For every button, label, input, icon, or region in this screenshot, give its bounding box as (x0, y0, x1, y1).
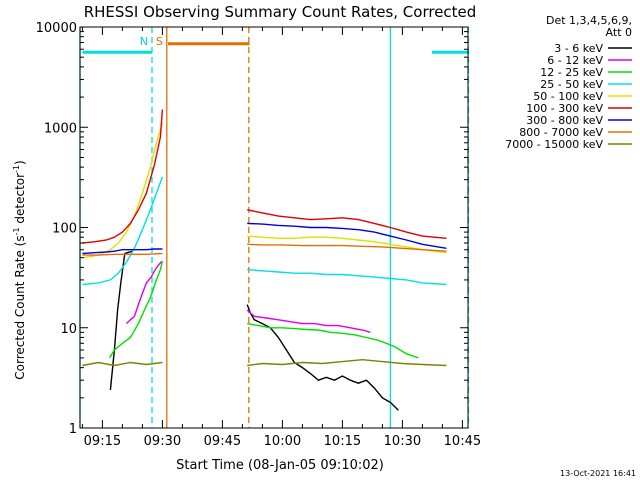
legend-label-6: 300 - 800 keV (526, 114, 603, 127)
y-tick-label-4: 10000 (36, 21, 77, 36)
flag-label-s: S (156, 35, 163, 48)
x-tick-label-5: 10:30 (384, 434, 421, 449)
x-tick-label-1: 09:30 (144, 434, 181, 449)
y-tick-label-0: 1 (69, 422, 77, 437)
y-tick-label-1: 10 (60, 322, 77, 337)
series-line-8 (82, 358, 447, 367)
legend-header-0: Det 1,3,4,5,6,9, (546, 14, 632, 27)
x-tick-label-0: 09:15 (84, 434, 121, 449)
legend-label-4: 50 - 100 keV (533, 90, 603, 103)
x-tick-label-3: 10:00 (264, 434, 301, 449)
legend-label-3: 25 - 50 keV (540, 78, 603, 91)
footer-timestamp: 13-Oct-2021 16:41 (560, 469, 636, 478)
x-tick-label-6: 10:45 (444, 434, 481, 449)
y-tick-label-3: 1000 (44, 121, 77, 136)
series-line-4 (82, 122, 447, 259)
series-line-3 (82, 176, 447, 286)
series-line-7 (82, 243, 447, 256)
x-tick-label-2: 09:45 (204, 434, 241, 449)
legend-label-2: 12 - 25 keV (540, 66, 603, 79)
legend-label-0: 3 - 6 keV (554, 42, 603, 55)
flag-label-n: N (140, 35, 148, 48)
legend-header-1: Att 0 (606, 26, 632, 39)
x-axis-label: Start Time (08-Jan-05 09:10:02) (176, 458, 384, 473)
series-line-5 (82, 109, 447, 244)
legend-label-1: 6 - 12 keV (547, 54, 603, 67)
y-axis-label: Corrected Count Rate (s-1 detector-1) (12, 160, 27, 379)
series-line-6 (82, 222, 447, 255)
plot-frame (79, 26, 469, 429)
chart-title: RHESSI Observing Summary Count Rates, Co… (84, 3, 477, 21)
legend-label-7: 800 - 7000 keV (519, 126, 603, 139)
y-tick-label-2: 100 (52, 222, 77, 237)
legend-label-8: 7000 - 15000 keV (505, 138, 603, 151)
x-tick-label-4: 10:15 (324, 434, 361, 449)
axes-layer: 1 10 100 1000 10000 09:15 09:30 09:45 10:00 10:15… (36, 21, 481, 449)
legend-label-5: 100 - 300 keV (526, 102, 603, 115)
series-line-2 (109, 261, 419, 359)
series-line-1 (125, 260, 371, 333)
